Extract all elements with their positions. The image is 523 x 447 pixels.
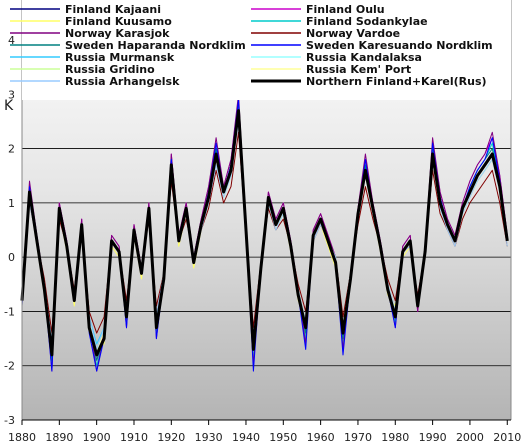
x-tick-label-12: 2000: [456, 431, 484, 444]
x-tick-label-9: 1970: [344, 431, 372, 444]
x-tick-label-1: 1890: [45, 431, 73, 444]
series-lines: [20, 93, 509, 372]
legend-label-4: Norway Karasjok: [65, 27, 170, 40]
series-line-13: [20, 109, 509, 357]
x-tick-label-5: 1930: [195, 431, 223, 444]
y-tick-label-7: 4: [8, 34, 15, 47]
legend-label-5: Norway Vardoe: [306, 27, 400, 40]
legend-label-13: Northern Finland+Karel(Rus): [306, 75, 487, 88]
x-tick-label-11: 1990: [419, 431, 447, 444]
legend-label-1: Finland Oulu: [306, 3, 385, 16]
legend-label-8: Russia Murmansk: [65, 51, 175, 64]
y-tick-label-4: 1: [8, 197, 15, 210]
y-axis-unit-label: K: [4, 98, 14, 114]
y-tick-label-3: 0: [8, 251, 15, 264]
x-tick-label-2: 1900: [83, 431, 111, 444]
legend-label-7: Sweden Karesuando Nordklim: [306, 39, 493, 52]
x-tick-label-4: 1920: [157, 431, 185, 444]
x-tick-label-13: 2010: [493, 431, 521, 444]
x-tick-label-3: 1910: [120, 431, 148, 444]
x-tick-label-6: 1940: [232, 431, 260, 444]
legend-label-6: Sweden Haparanda Nordklim: [65, 39, 246, 52]
y-axis-unit: K: [4, 98, 14, 114]
x-tick-label-0: 1880: [8, 431, 36, 444]
legend-label-0: Finland Kajaani: [65, 3, 161, 16]
legend-label-2: Finland Kuusamo: [65, 15, 172, 28]
legend-label-10: Russia Gridino: [65, 63, 155, 76]
y-tick-label-0: -3: [4, 414, 15, 427]
x-tick-label-7: 1950: [269, 431, 297, 444]
y-tick-label-6: 3: [8, 88, 15, 101]
x-tick-label-10: 1980: [381, 431, 409, 444]
y-tick-label-5: 2: [8, 143, 15, 156]
legend-label-11: Russia Kem' Port: [306, 63, 411, 76]
legend-label-3: Finland Sodankylae: [306, 15, 428, 28]
legend-label-12: Russia Arhangelsk: [65, 75, 180, 88]
x-tick-label-8: 1960: [307, 431, 335, 444]
y-tick-label-2: -1: [4, 305, 15, 318]
y-tick-label-1: -2: [4, 360, 15, 373]
legend: Finland Kajaani Finland Oulu Finland Kuusa…: [10, 3, 493, 88]
legend-label-9: Russia Kandalaksa: [306, 51, 422, 64]
legend-background: [22, 0, 511, 100]
